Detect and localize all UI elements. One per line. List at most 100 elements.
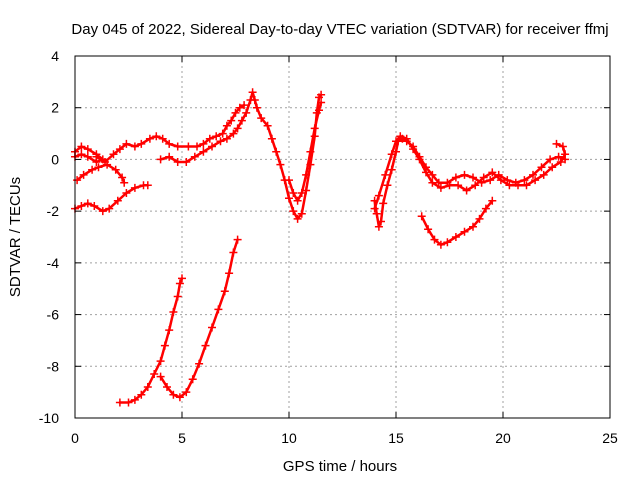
data-point: [537, 163, 546, 172]
data-point: [430, 235, 439, 244]
data-point: [120, 178, 129, 187]
data-point: [165, 326, 174, 335]
data-point: [158, 134, 167, 143]
data-point: [436, 183, 445, 192]
data-point: [556, 158, 565, 166]
data-point: [488, 168, 497, 177]
data-point: [130, 395, 139, 404]
data-point: [276, 160, 285, 169]
data-point: [379, 199, 388, 208]
data-point: [79, 170, 88, 179]
data-point: [285, 194, 293, 203]
data-point: [486, 176, 495, 185]
data-point: [263, 121, 272, 130]
data-point: [227, 116, 236, 125]
data-point: [377, 217, 385, 226]
data-point: [77, 142, 86, 151]
data-point: [220, 287, 229, 296]
data-point: [175, 393, 184, 402]
data-point: [115, 145, 124, 154]
data-point: [443, 238, 452, 247]
data-point: [436, 240, 445, 249]
data-point: [105, 204, 114, 213]
data-point: [222, 134, 231, 143]
data-point: [317, 90, 326, 99]
data-point: [182, 388, 191, 397]
data-point: [546, 155, 555, 164]
data-point: [293, 196, 302, 205]
data-point: [462, 186, 471, 195]
data-point: [317, 98, 326, 107]
ticks: 0 5 10 15 20 25 -10 -8 -6 -4 -2 0 2 4: [39, 48, 618, 446]
data-point: [302, 170, 311, 179]
data-point: [190, 152, 199, 161]
data-point: [372, 209, 381, 218]
data-point: [522, 181, 531, 190]
data-point: [199, 147, 208, 156]
data-point: [315, 106, 323, 115]
data-point: [479, 173, 488, 182]
series-arc-10: [370, 132, 570, 213]
data-point: [293, 214, 302, 223]
data-point: [237, 116, 246, 125]
y-tick-label: 4: [51, 48, 59, 64]
data-point: [481, 204, 490, 213]
data-point: [199, 139, 208, 148]
data-point: [169, 390, 178, 399]
data-point: [445, 181, 454, 190]
data-point: [392, 137, 400, 146]
y-tick-label: -6: [47, 307, 60, 323]
data-point: [475, 214, 484, 223]
data-point: [156, 372, 165, 381]
data-point: [188, 375, 197, 384]
data-point: [98, 207, 107, 216]
y-tick-label: -4: [47, 255, 60, 271]
y-tick-label: -2: [47, 203, 60, 219]
data-point: [184, 142, 193, 151]
data-point: [539, 170, 548, 179]
data-point: [218, 129, 227, 138]
data-point: [387, 150, 396, 159]
data-point: [88, 165, 97, 174]
data-point: [370, 204, 379, 213]
data-point: [235, 103, 244, 112]
series-group: [71, 88, 570, 407]
data-point: [150, 370, 159, 378]
data-point: [242, 108, 251, 117]
series-arc-8: [156, 235, 242, 402]
data-point: [233, 235, 242, 244]
data-point: [520, 176, 529, 185]
data-point: [118, 173, 127, 182]
data-point: [109, 150, 118, 159]
data-point: [451, 173, 460, 182]
data-point: [101, 158, 109, 166]
data-point: [267, 134, 276, 143]
data-point: [73, 176, 82, 185]
data-point: [424, 225, 433, 234]
data-point: [451, 233, 460, 241]
data-point: [173, 142, 182, 151]
data-point: [113, 196, 122, 205]
data-point: [297, 189, 306, 197]
data-point: [415, 155, 424, 164]
data-point: [163, 383, 171, 391]
x-tick-label: 5: [178, 430, 186, 446]
data-point: [77, 150, 86, 159]
data-point: [122, 139, 131, 148]
data-point: [156, 357, 165, 366]
data-point: [554, 152, 563, 161]
data-point: [548, 163, 557, 172]
data-point: [83, 145, 92, 154]
data-point: [552, 139, 561, 148]
data-point: [240, 101, 249, 110]
plot-frame: [74, 55, 611, 419]
data-point: [514, 181, 522, 190]
data-point: [195, 359, 204, 368]
data-point: [469, 222, 477, 231]
grid: [75, 56, 610, 418]
data-point: [272, 147, 281, 156]
data-point: [488, 196, 497, 205]
data-point: [92, 152, 101, 161]
x-tick-label: 25: [602, 430, 618, 446]
